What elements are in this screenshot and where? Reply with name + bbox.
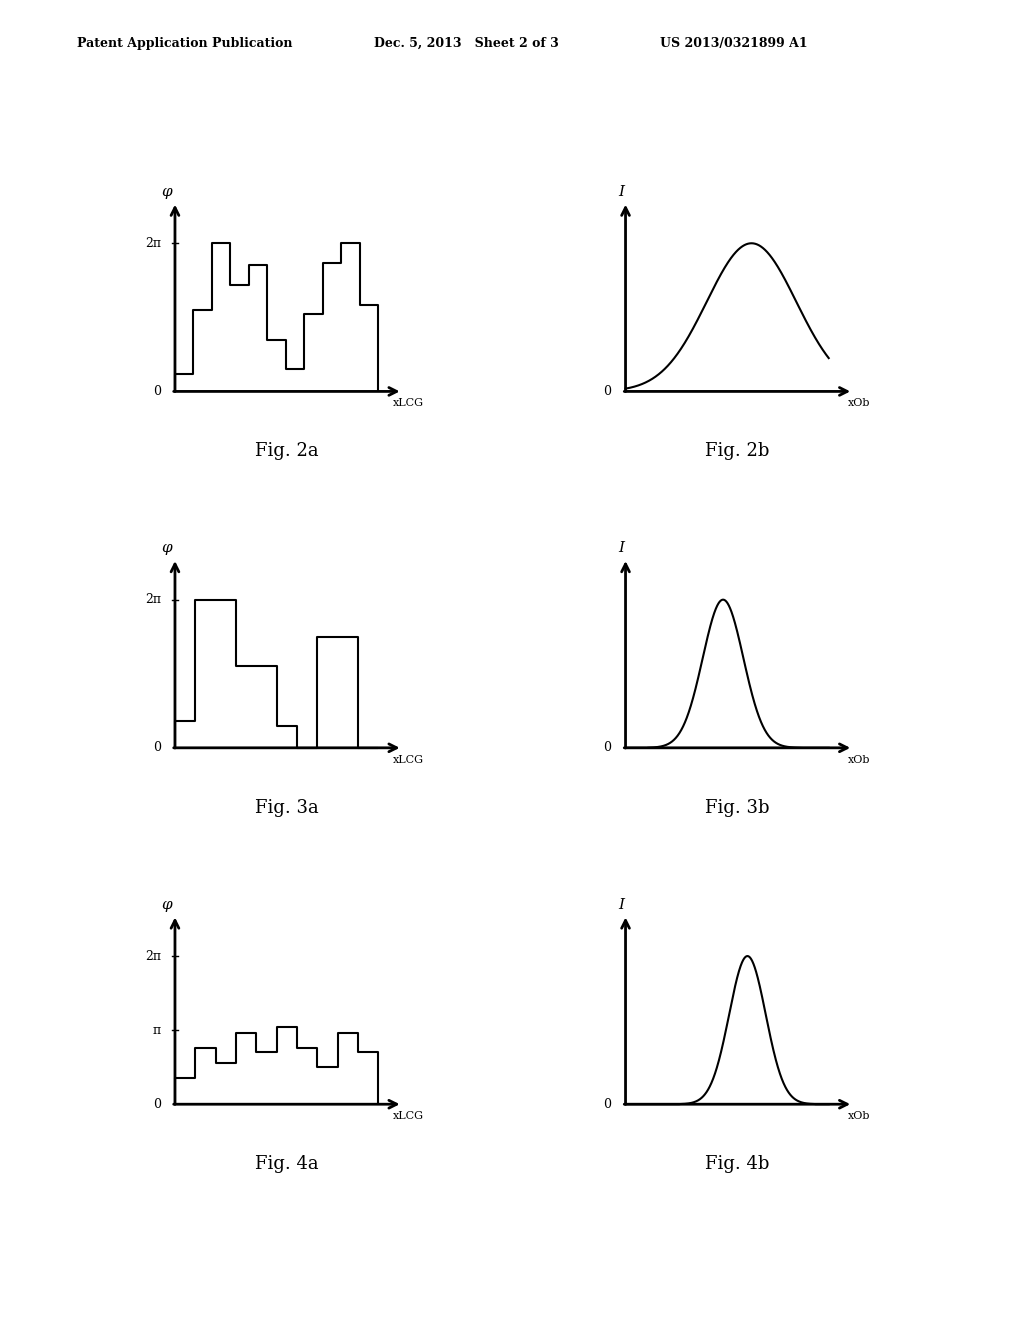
Text: xLCG: xLCG xyxy=(393,399,424,408)
Text: Fig. 4a: Fig. 4a xyxy=(255,1155,318,1173)
Text: φ: φ xyxy=(162,185,172,199)
Text: Fig. 3b: Fig. 3b xyxy=(706,799,769,817)
Text: Dec. 5, 2013   Sheet 2 of 3: Dec. 5, 2013 Sheet 2 of 3 xyxy=(374,37,558,50)
Text: φ: φ xyxy=(162,898,172,912)
Text: US 2013/0321899 A1: US 2013/0321899 A1 xyxy=(660,37,808,50)
Text: φ: φ xyxy=(162,541,172,556)
Text: xOb: xOb xyxy=(848,755,870,764)
Text: xLCG: xLCG xyxy=(393,755,424,764)
Text: Fig. 4b: Fig. 4b xyxy=(706,1155,769,1173)
Text: xLCG: xLCG xyxy=(393,1111,424,1121)
Text: 2π: 2π xyxy=(144,236,161,249)
Text: Fig. 3a: Fig. 3a xyxy=(255,799,318,817)
Text: I: I xyxy=(618,541,625,556)
Text: I: I xyxy=(618,898,625,912)
Text: Patent Application Publication: Patent Application Publication xyxy=(77,37,292,50)
Text: 0: 0 xyxy=(603,742,611,754)
Text: 0: 0 xyxy=(153,1098,161,1110)
Text: 0: 0 xyxy=(603,385,611,397)
Text: 0: 0 xyxy=(153,385,161,397)
Text: 2π: 2π xyxy=(144,593,161,606)
Text: xOb: xOb xyxy=(848,1111,870,1121)
Text: 0: 0 xyxy=(153,742,161,754)
Text: I: I xyxy=(618,185,625,199)
Text: π: π xyxy=(153,1023,161,1036)
Text: 0: 0 xyxy=(603,1098,611,1110)
Text: Fig. 2b: Fig. 2b xyxy=(706,442,769,461)
Text: xOb: xOb xyxy=(848,399,870,408)
Text: 2π: 2π xyxy=(144,949,161,962)
Text: Fig. 2a: Fig. 2a xyxy=(255,442,318,461)
